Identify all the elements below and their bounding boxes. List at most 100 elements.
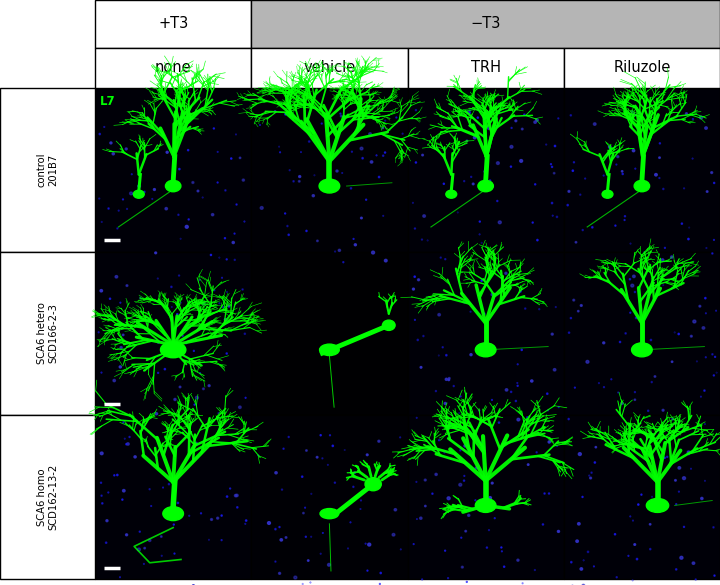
Ellipse shape (369, 133, 372, 135)
Ellipse shape (680, 556, 683, 559)
Ellipse shape (336, 170, 338, 172)
Ellipse shape (634, 543, 636, 545)
Ellipse shape (221, 515, 222, 516)
Ellipse shape (237, 507, 238, 508)
Ellipse shape (382, 155, 384, 156)
Ellipse shape (630, 312, 631, 313)
Ellipse shape (654, 376, 656, 377)
Ellipse shape (239, 157, 240, 159)
Ellipse shape (212, 214, 214, 216)
Ellipse shape (654, 174, 657, 176)
Ellipse shape (603, 175, 604, 176)
Bar (408, 88, 564, 252)
Ellipse shape (548, 441, 550, 443)
Ellipse shape (546, 393, 548, 394)
Ellipse shape (194, 442, 197, 445)
Ellipse shape (420, 367, 422, 368)
Ellipse shape (460, 396, 461, 397)
Ellipse shape (298, 181, 300, 182)
Ellipse shape (554, 145, 556, 147)
Ellipse shape (713, 526, 714, 528)
Ellipse shape (517, 559, 519, 561)
Ellipse shape (634, 399, 636, 400)
Ellipse shape (644, 252, 645, 253)
Text: vehicle: vehicle (303, 60, 356, 75)
Ellipse shape (624, 219, 625, 221)
Ellipse shape (366, 454, 368, 456)
Bar (408, 415, 564, 579)
Ellipse shape (624, 216, 626, 217)
Ellipse shape (275, 472, 277, 474)
Ellipse shape (307, 560, 309, 561)
Ellipse shape (122, 334, 124, 336)
Ellipse shape (139, 531, 140, 532)
Ellipse shape (110, 142, 112, 144)
Ellipse shape (481, 442, 482, 443)
Ellipse shape (661, 259, 664, 261)
Ellipse shape (126, 443, 127, 445)
Ellipse shape (328, 563, 330, 566)
Text: −T3: −T3 (470, 16, 501, 32)
Ellipse shape (134, 456, 136, 458)
Ellipse shape (510, 391, 512, 393)
Ellipse shape (554, 369, 556, 371)
Ellipse shape (319, 179, 340, 193)
Ellipse shape (685, 113, 688, 115)
Ellipse shape (527, 417, 528, 418)
Ellipse shape (594, 462, 595, 463)
Ellipse shape (628, 555, 629, 556)
Ellipse shape (279, 572, 281, 574)
Ellipse shape (182, 335, 183, 336)
Ellipse shape (316, 456, 318, 458)
Ellipse shape (100, 452, 103, 455)
Ellipse shape (536, 452, 537, 453)
Ellipse shape (226, 353, 228, 354)
Ellipse shape (417, 339, 418, 340)
Ellipse shape (234, 233, 235, 234)
Ellipse shape (418, 279, 420, 281)
Ellipse shape (449, 377, 450, 379)
Ellipse shape (102, 503, 103, 504)
Ellipse shape (705, 127, 707, 129)
Ellipse shape (246, 520, 247, 521)
Ellipse shape (171, 286, 172, 288)
Ellipse shape (634, 291, 636, 292)
Ellipse shape (365, 477, 382, 491)
Ellipse shape (125, 534, 127, 536)
Bar (0, 88, 95, 252)
Ellipse shape (101, 372, 102, 373)
Ellipse shape (423, 335, 424, 336)
Ellipse shape (163, 507, 184, 521)
Bar (564, 252, 720, 415)
Ellipse shape (472, 183, 474, 185)
Ellipse shape (149, 488, 150, 490)
Ellipse shape (117, 474, 118, 476)
Ellipse shape (498, 221, 501, 223)
Ellipse shape (312, 129, 313, 130)
Ellipse shape (447, 497, 450, 500)
Ellipse shape (670, 256, 673, 258)
Ellipse shape (380, 572, 382, 574)
Bar (0, 415, 95, 579)
Ellipse shape (133, 190, 144, 198)
Ellipse shape (230, 158, 232, 159)
Ellipse shape (477, 117, 478, 118)
Ellipse shape (120, 366, 122, 368)
Ellipse shape (688, 454, 689, 455)
Ellipse shape (446, 190, 456, 198)
Ellipse shape (715, 356, 716, 357)
Ellipse shape (590, 477, 592, 479)
Ellipse shape (192, 181, 194, 184)
Ellipse shape (305, 536, 306, 537)
Ellipse shape (651, 381, 652, 383)
Ellipse shape (217, 182, 218, 183)
Ellipse shape (469, 112, 470, 113)
Ellipse shape (496, 161, 500, 164)
Ellipse shape (622, 173, 624, 174)
Ellipse shape (413, 288, 415, 290)
Ellipse shape (578, 453, 581, 456)
Ellipse shape (470, 354, 472, 356)
Ellipse shape (572, 170, 574, 171)
Ellipse shape (577, 311, 579, 312)
Ellipse shape (293, 181, 294, 182)
